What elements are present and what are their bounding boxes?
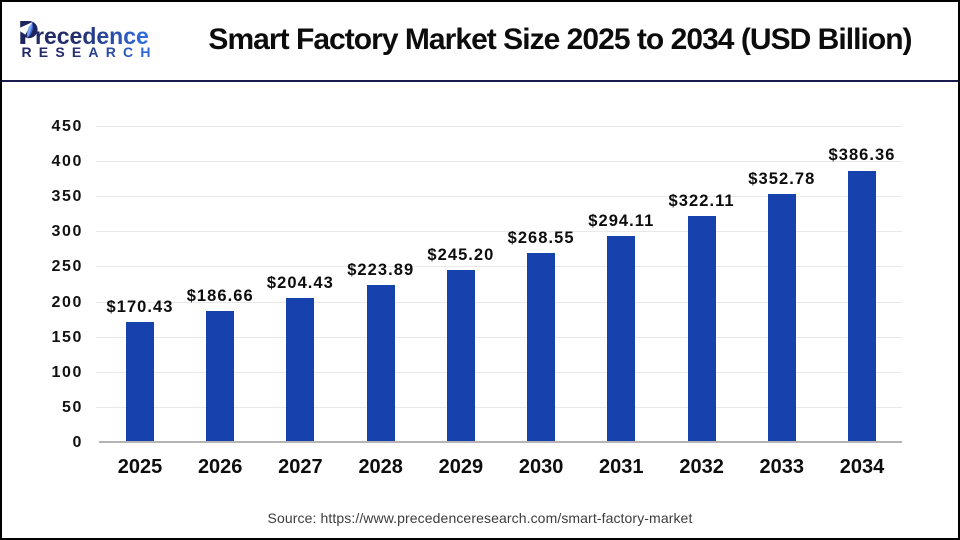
svg-text:recedence: recedence — [35, 23, 149, 49]
svg-text:RESEARCH: RESEARCH — [22, 44, 158, 60]
